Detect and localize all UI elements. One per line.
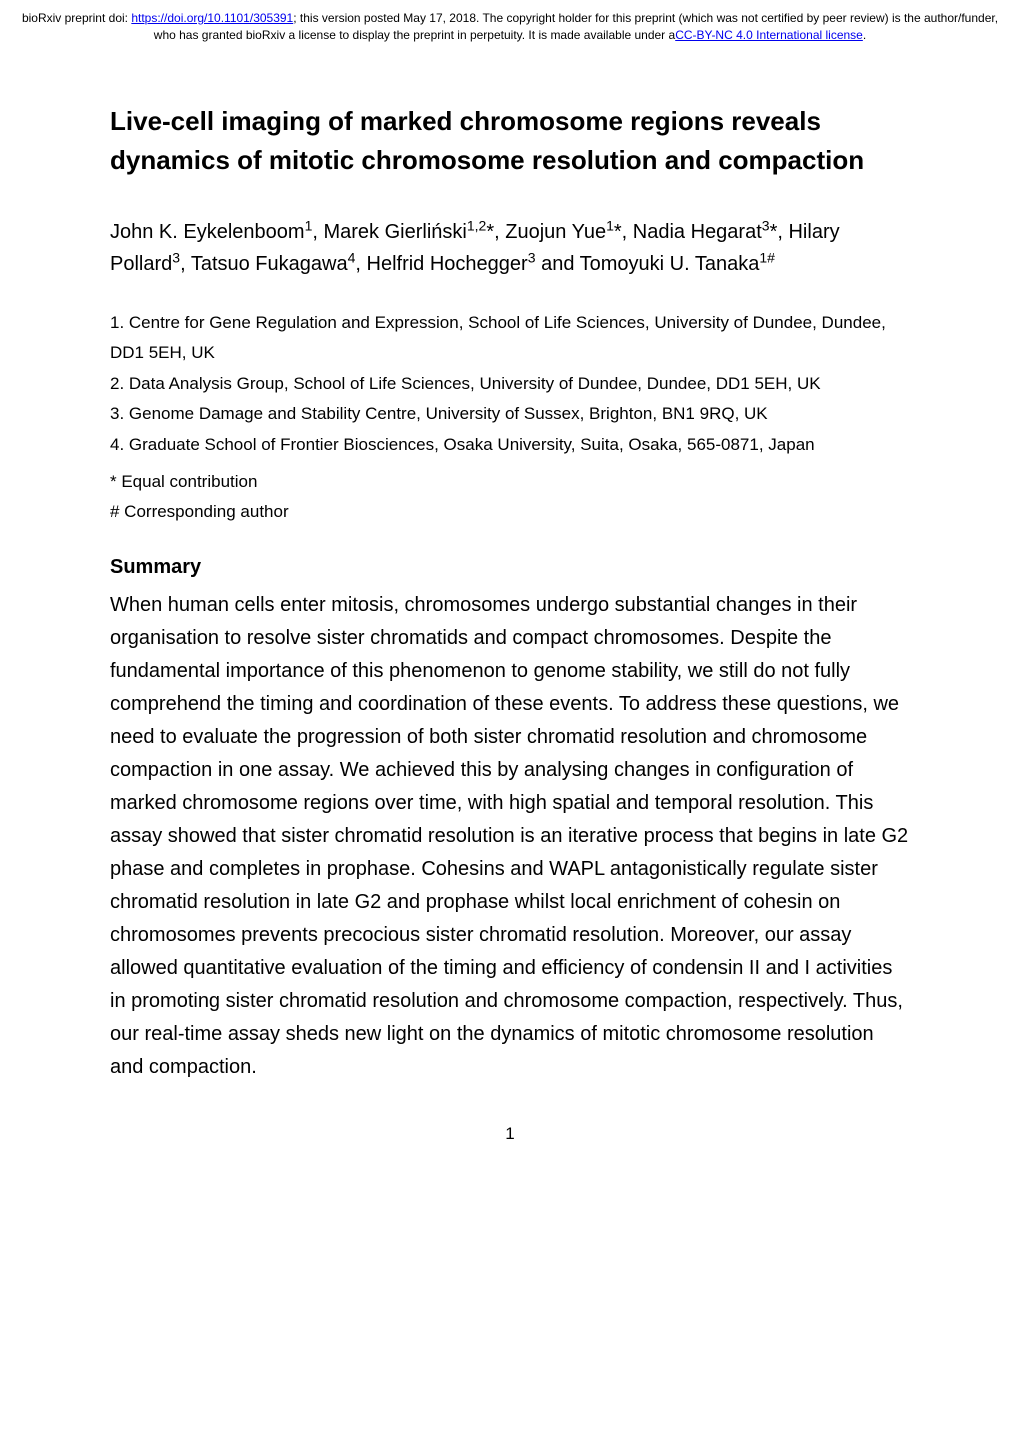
affiliation-1: 1. Centre for Gene Regulation and Expres… [110, 308, 910, 369]
author-7: Helfrid Hochegger [367, 253, 528, 275]
author-2-star: * [486, 221, 494, 243]
author-6: Tatsuo Fukagawa [191, 253, 348, 275]
summary-body: When human cells enter mitosis, chromoso… [110, 589, 910, 1084]
affiliation-3: 3. Genome Damage and Stability Centre, U… [110, 399, 910, 430]
author-notes: * Equal contribution # Corresponding aut… [110, 467, 910, 528]
page-number: 1 [110, 1124, 910, 1144]
title-line-1: Live-cell imaging of marked chromosome r… [110, 106, 821, 136]
affiliation-4: 4. Graduate School of Frontier Bioscienc… [110, 430, 910, 461]
author-1-sup: 1 [305, 217, 313, 233]
license-link[interactable]: CC-BY-NC 4.0 International license [675, 28, 863, 42]
author-4: Nadia Hegarat [633, 221, 762, 243]
author-1: John K. Eykelenboom [110, 221, 305, 243]
banner-prefix: bioRxiv preprint doi: [22, 11, 131, 25]
doi-link[interactable]: https://doi.org/10.1101/305391 [131, 11, 293, 25]
author-2-sup: 1,2 [467, 217, 486, 233]
summary-heading: Summary [110, 556, 910, 579]
equal-contribution-note: * Equal contribution [110, 467, 910, 498]
author-5-sup: 3 [172, 249, 180, 265]
preprint-banner: bioRxiv preprint doi: https://doi.org/10… [0, 0, 1020, 52]
author-4-star: * [770, 221, 778, 243]
author-3: Zuojun Yue [505, 221, 606, 243]
author-4-sup: 3 [762, 217, 770, 233]
page-content: Live-cell imaging of marked chromosome r… [0, 52, 1020, 1174]
corresponding-author-note: # Corresponding author [110, 497, 910, 528]
title-line-2: dynamics of mitotic chromosome resolutio… [110, 145, 864, 175]
paper-title: Live-cell imaging of marked chromosome r… [110, 102, 910, 180]
author-7-sup: 3 [528, 249, 536, 265]
author-2: Marek Gierliński [323, 221, 466, 243]
author-and: and [536, 253, 580, 275]
author-8: Tomoyuki U. Tanaka [580, 253, 760, 275]
author-6-sup: 4 [348, 249, 356, 265]
affiliations: 1. Centre for Gene Regulation and Expres… [110, 308, 910, 461]
author-3-sup: 1 [606, 217, 614, 233]
author-3-star: * [614, 221, 622, 243]
author-list: John K. Eykelenboom1, Marek Gierliński1,… [110, 216, 910, 280]
affiliation-2: 2. Data Analysis Group, School of Life S… [110, 369, 910, 400]
banner-suffix: . [863, 28, 866, 42]
author-8-sup: 1# [759, 249, 775, 265]
